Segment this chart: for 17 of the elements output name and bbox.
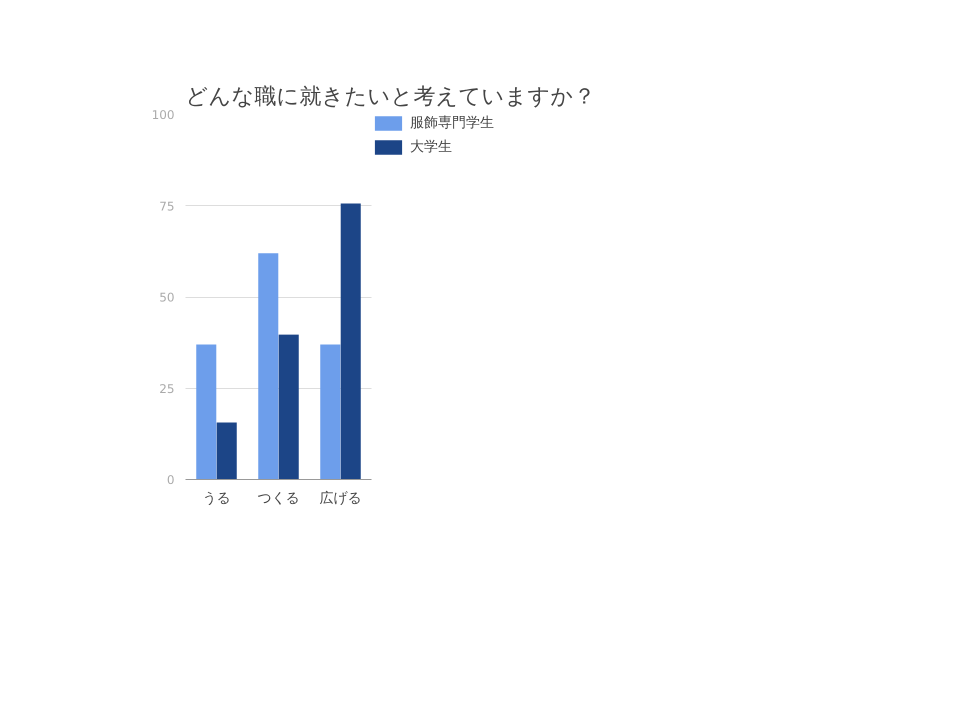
legend-label: 服飾専門学生 (410, 114, 494, 132)
x-tick-label: つくる (258, 490, 300, 506)
bar (320, 344, 340, 480)
x-tick-label: 広げる (320, 490, 362, 506)
y-tick-label: 25 (159, 382, 175, 396)
y-tick-label: 50 (159, 290, 175, 304)
y-tick-label: 100 (152, 108, 174, 122)
x-tick-label: うる (202, 490, 230, 506)
chart-title: どんな職に就きたいと考えていますか？ (186, 84, 596, 110)
bar (216, 422, 237, 480)
y-tick-label: 0 (166, 473, 175, 487)
legend-label: 大学生 (410, 138, 452, 156)
bar (340, 204, 361, 480)
bar (196, 344, 216, 480)
y-tick-label: 75 (159, 199, 175, 214)
bar (278, 334, 299, 480)
bar (258, 253, 278, 480)
